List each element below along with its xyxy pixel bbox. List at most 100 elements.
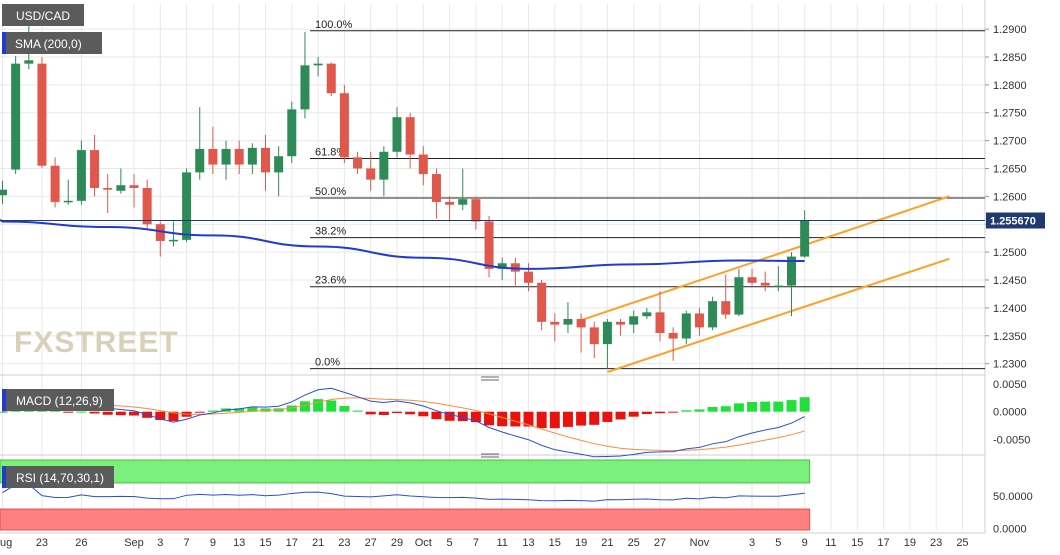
macd-histogram-bar <box>641 411 652 415</box>
time-tick-label: 3 <box>749 537 755 549</box>
time-tick-label: 13 <box>233 537 245 549</box>
time-tick-label: 13 <box>522 537 534 549</box>
candle <box>326 62 336 96</box>
rsi-badge[interactable]: RSI (14,70,30,1) <box>2 466 114 488</box>
candle <box>366 151 376 191</box>
candles <box>0 4 810 370</box>
macd-histogram-bar <box>286 405 297 412</box>
candle <box>760 271 770 292</box>
macd-label: MACD (12,26,9) <box>16 394 103 408</box>
macd-tick-label: -0.0050 <box>993 434 1030 446</box>
candle <box>234 140 244 175</box>
candle <box>655 291 665 342</box>
fib-label: 23.6% <box>315 275 346 287</box>
macd-badge[interactable]: MACD (12,26,9) <box>2 389 114 411</box>
macd-histogram-bar <box>207 410 218 412</box>
candle <box>787 252 796 317</box>
price-tick-label: 1.2500 <box>993 247 1027 259</box>
x-axis: Aug 23 26 Sep 3 7 9 13 15 17 21 23 27 29 Oct 5 7 11 13 15 19… <box>0 537 969 549</box>
candle <box>339 84 349 163</box>
candle <box>681 310 691 345</box>
candle <box>497 257 507 280</box>
price-tick-label: 1.2700 <box>993 136 1027 148</box>
sma-badge[interactable]: SMA (200,0) <box>2 32 102 54</box>
time-tick-label: 7 <box>184 537 190 549</box>
macd-histogram-bar <box>431 411 442 420</box>
candle <box>458 168 468 211</box>
time-tick-label: Nov <box>690 537 710 549</box>
macd-histogram-bar <box>247 407 258 412</box>
macd-histogram-bar <box>102 411 113 415</box>
candle <box>510 257 520 286</box>
fib-label: 50.0% <box>315 186 346 198</box>
time-tick-label: 25 <box>956 537 968 549</box>
fib-label: 38.2% <box>315 226 346 238</box>
sma-label: SMA (200,0) <box>15 37 82 51</box>
candle <box>274 146 284 197</box>
time-tick-label: 15 <box>851 537 863 549</box>
candle <box>37 56 47 168</box>
macd-histogram-bar <box>405 411 416 415</box>
price-tick-label: 1.2800 <box>993 80 1027 92</box>
macd-tick-label: 0.0050 <box>993 379 1027 391</box>
fib-label: 61.8% <box>315 146 346 158</box>
price-tick-label: 1.2750 <box>993 108 1027 120</box>
macd-histogram-bar <box>549 411 560 429</box>
watermark: FXSTREET <box>14 326 179 359</box>
candle <box>379 146 389 197</box>
macd-histogram-bar <box>457 411 468 422</box>
candle <box>90 135 100 197</box>
candle <box>484 215 494 278</box>
sma-200-line <box>0 218 805 270</box>
candle <box>0 180 7 205</box>
candle <box>116 168 126 194</box>
candle <box>589 321 599 359</box>
fib-label: 0.0% <box>315 357 340 369</box>
macd-histogram-bar <box>681 410 692 412</box>
time-tick-label: 11 <box>496 537 507 549</box>
macd-histogram-bar <box>299 401 310 412</box>
candle <box>708 296 718 331</box>
macd-histogram-bar <box>234 408 245 412</box>
candle <box>773 266 783 292</box>
time-tick-label: Aug <box>0 537 12 549</box>
macd-histogram-bar <box>194 411 205 413</box>
symbol-badge[interactable]: USD/CAD <box>2 4 84 26</box>
macd-histogram-bar <box>89 411 100 414</box>
macd-histogram-bar <box>484 411 495 426</box>
candle <box>445 196 455 222</box>
rsi-line <box>2 484 805 502</box>
time-tick-label: 21 <box>601 537 613 549</box>
candle <box>721 274 731 320</box>
macd-histogram-bar <box>470 411 481 423</box>
panel-resize-handle[interactable] <box>481 376 499 381</box>
macd-histogram-bar <box>562 411 573 427</box>
macd-histogram-bar <box>326 400 337 412</box>
channel-lower-line <box>607 257 950 373</box>
candle <box>63 179 73 205</box>
candle <box>418 146 428 186</box>
candle <box>300 31 310 119</box>
price-tick-label: 1.2350 <box>993 331 1027 343</box>
macd-histogram-bar <box>0 411 8 413</box>
rsi-overbought-zone <box>0 459 811 484</box>
rsi-panel: 50.0000 0.0000 <box>0 459 1033 536</box>
time-tick-label: 26 <box>75 537 87 549</box>
macd-histogram-bar <box>523 411 534 427</box>
rsi-tick-label: 0.0000 <box>993 524 1027 536</box>
macd-histogram-bar <box>694 409 705 412</box>
last-price-value: 1.255670 <box>990 216 1036 228</box>
candle <box>182 168 192 243</box>
macd-histogram-bar <box>668 411 679 413</box>
panel-resize-handle[interactable] <box>481 453 499 458</box>
candle <box>616 319 626 336</box>
macd-histogram-bar <box>628 411 639 417</box>
time-tick-label: Sep <box>124 537 144 549</box>
candle <box>50 157 60 208</box>
candle <box>247 143 257 175</box>
macd-histogram-bar <box>799 397 810 412</box>
time-tick-label: 17 <box>877 537 889 549</box>
time-tick-label: 3 <box>157 537 163 549</box>
macd-histogram-bar <box>129 411 139 416</box>
